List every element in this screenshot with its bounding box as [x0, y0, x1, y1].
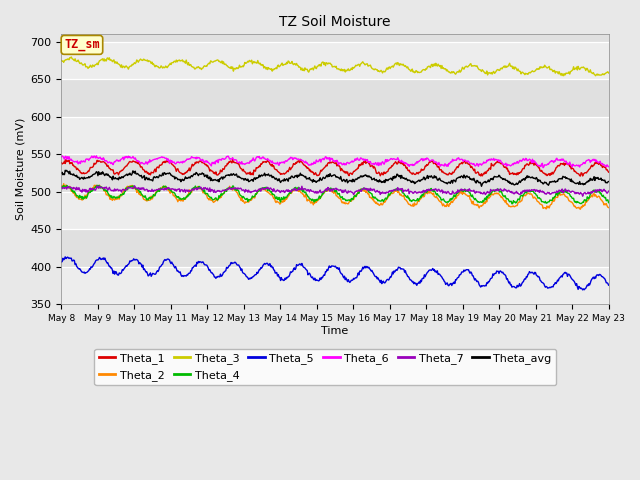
- Line: Theta_avg: Theta_avg: [61, 170, 609, 186]
- Theta_4: [58, 185, 65, 191]
- Theta_7: [180, 188, 188, 193]
- Bar: [61, 42, 609, 79]
- Legend: Theta_1, Theta_2, Theta_3, Theta_4, Theta_5, Theta_6, Theta_7, Theta_avg: Theta_1, Theta_2, Theta_3, Theta_4, Thet…: [94, 349, 556, 385]
- Theta_1: [419, 168, 426, 173]
- Theta_7: [67, 185, 75, 191]
- Theta_5: [68, 258, 76, 264]
- Theta_6: [58, 154, 65, 160]
- Theta_4: [419, 192, 426, 197]
- Theta_4: [508, 201, 516, 206]
- Theta_avg: [125, 171, 132, 177]
- Theta_3: [419, 68, 426, 73]
- Theta_7: [403, 188, 410, 194]
- Theta_5: [579, 287, 586, 293]
- Text: TZ_sm: TZ_sm: [64, 38, 100, 51]
- Theta_2: [577, 206, 584, 212]
- Theta_3: [68, 56, 76, 61]
- Theta_3: [209, 59, 217, 65]
- Theta_1: [577, 173, 584, 179]
- Theta_6: [93, 153, 100, 159]
- Theta_2: [58, 184, 65, 190]
- Theta_5: [58, 259, 65, 265]
- Theta_6: [540, 165, 547, 170]
- Theta_6: [403, 160, 410, 166]
- Theta_6: [605, 164, 612, 169]
- Theta_avg: [403, 175, 410, 181]
- Theta_1: [58, 160, 65, 166]
- Theta_5: [605, 282, 612, 288]
- Theta_2: [209, 199, 217, 204]
- Theta_avg: [419, 177, 426, 182]
- Theta_2: [605, 204, 612, 210]
- Theta_6: [67, 156, 75, 162]
- Theta_5: [61, 254, 69, 260]
- Theta_3: [605, 70, 612, 76]
- Theta_5: [419, 276, 426, 281]
- Theta_1: [67, 160, 75, 166]
- Theta_3: [592, 73, 600, 79]
- Theta_avg: [61, 168, 69, 173]
- Theta_1: [403, 165, 410, 171]
- Theta_2: [419, 194, 426, 200]
- Theta_4: [125, 184, 132, 190]
- Theta_4: [209, 197, 217, 203]
- Theta_5: [125, 262, 132, 267]
- Y-axis label: Soil Moisture (mV): Soil Moisture (mV): [15, 118, 25, 220]
- Theta_7: [209, 188, 217, 193]
- Theta_2: [403, 197, 410, 203]
- Theta_1: [208, 168, 216, 174]
- Theta_avg: [605, 179, 612, 184]
- Theta_7: [419, 190, 426, 196]
- Theta_2: [60, 181, 68, 187]
- Theta_4: [403, 193, 410, 199]
- Line: Theta_1: Theta_1: [61, 159, 609, 176]
- Theta_avg: [180, 178, 188, 183]
- Theta_6: [125, 153, 132, 159]
- Bar: [61, 267, 609, 304]
- Line: Theta_5: Theta_5: [61, 257, 609, 290]
- Theta_4: [67, 186, 75, 192]
- Bar: [61, 192, 609, 229]
- Theta_7: [58, 184, 65, 190]
- Theta_6: [419, 156, 426, 162]
- Theta_1: [179, 171, 187, 177]
- Theta_4: [180, 195, 188, 201]
- Theta_5: [180, 273, 188, 278]
- Line: Theta_7: Theta_7: [61, 186, 609, 196]
- Theta_1: [296, 156, 304, 162]
- Line: Theta_2: Theta_2: [61, 184, 609, 209]
- Theta_4: [93, 182, 101, 188]
- Line: Theta_6: Theta_6: [61, 156, 609, 168]
- Line: Theta_4: Theta_4: [61, 185, 609, 204]
- Theta_7: [124, 185, 131, 191]
- Theta_6: [209, 160, 217, 166]
- Theta_3: [125, 66, 132, 72]
- Theta_6: [180, 159, 188, 165]
- Line: Theta_3: Theta_3: [61, 57, 609, 76]
- Theta_2: [125, 184, 132, 190]
- Theta_7: [579, 193, 586, 199]
- Theta_avg: [58, 171, 65, 177]
- Theta_3: [67, 54, 75, 60]
- Theta_2: [68, 188, 76, 193]
- Theta_avg: [209, 178, 217, 183]
- Title: TZ Soil Moisture: TZ Soil Moisture: [279, 15, 391, 29]
- X-axis label: Time: Time: [321, 326, 349, 336]
- Bar: [61, 117, 609, 154]
- Theta_avg: [68, 171, 76, 177]
- Theta_7: [131, 183, 138, 189]
- Theta_1: [124, 161, 131, 167]
- Theta_3: [58, 58, 65, 63]
- Theta_7: [605, 188, 612, 194]
- Theta_5: [403, 271, 410, 276]
- Theta_3: [180, 59, 188, 64]
- Theta_2: [180, 196, 188, 202]
- Theta_3: [403, 64, 410, 70]
- Theta_4: [605, 200, 612, 205]
- Theta_avg: [477, 183, 485, 189]
- Theta_5: [209, 271, 217, 277]
- Theta_1: [605, 169, 612, 175]
